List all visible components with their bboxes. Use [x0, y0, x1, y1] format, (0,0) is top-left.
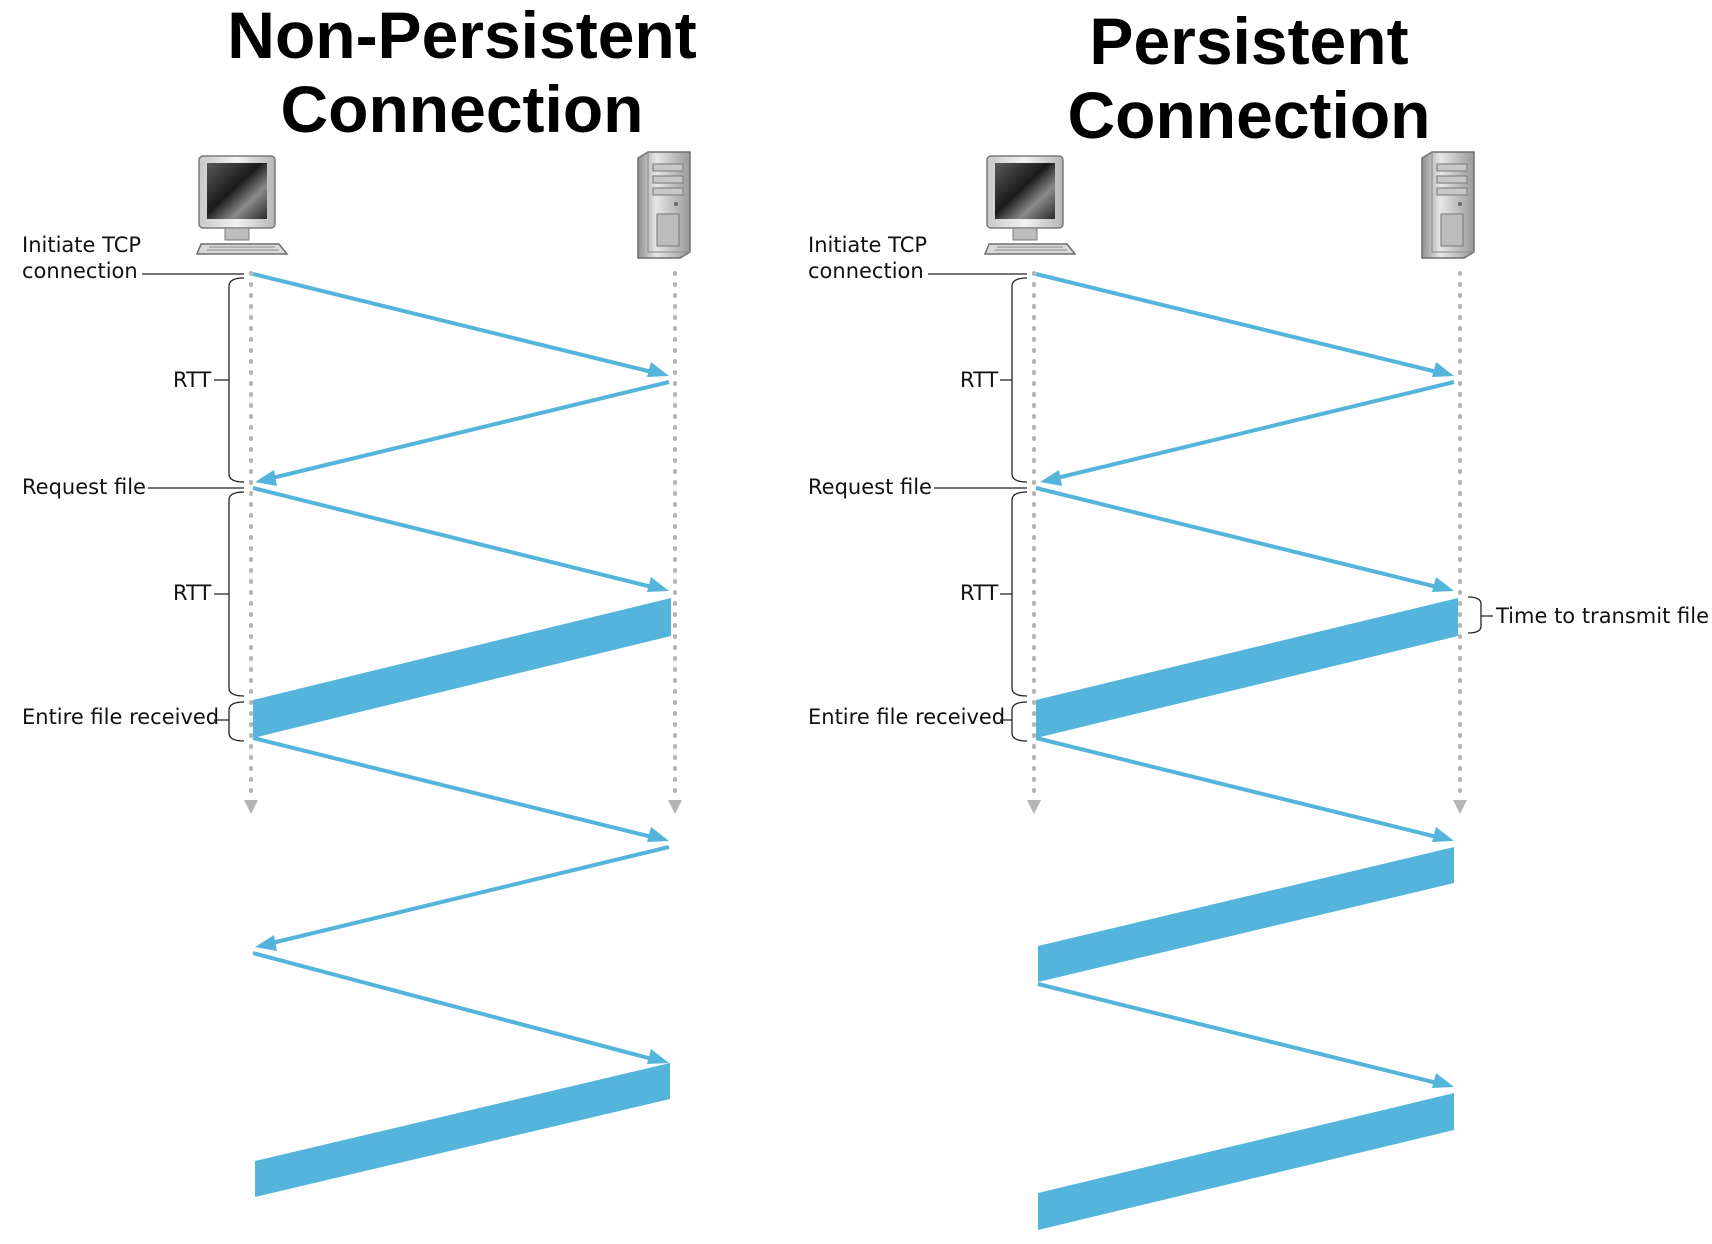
initiate-tcp-label-line2: connection	[808, 259, 924, 283]
syn-arrow	[252, 272, 653, 374]
rtt2-label: RTT	[173, 581, 212, 605]
file-transfer-band	[253, 598, 671, 738]
server-timeline-arrowhead	[1453, 800, 1467, 814]
rtt2-brace	[1000, 491, 1028, 697]
third-request-arrowhead	[1432, 1073, 1454, 1088]
next-file-transfer-band	[255, 1063, 670, 1197]
transmit-brace	[1467, 596, 1493, 634]
request-arrow	[1035, 486, 1438, 589]
rtt1-brace	[214, 277, 245, 483]
syn-arrow	[1035, 272, 1438, 374]
next-file-transfer-band	[1038, 847, 1454, 982]
request-file-label: Request file	[808, 475, 932, 499]
request-file-label: Request file	[22, 475, 146, 499]
rtt1-label: RTT	[173, 368, 212, 392]
client-timeline-arrowhead	[1027, 800, 1041, 814]
syn-arrowhead	[1432, 362, 1454, 377]
syn-arrowhead	[647, 362, 669, 377]
next-syn-arrow	[252, 736, 653, 839]
persistent-panel: Persistent Connection Initiate TCP conne	[808, 4, 1709, 1230]
initiate-tcp-label-line1: Initiate TCP	[808, 233, 927, 257]
server-tower-icon	[1421, 151, 1475, 259]
synack-arrow	[271, 380, 670, 480]
non-persistent-panel: Non-Persistent Connection Initiate TCP c	[22, 0, 697, 1197]
synack-arrowhead	[1040, 470, 1062, 486]
client-timeline-arrowhead	[244, 800, 258, 814]
next-synack-arrow	[271, 845, 670, 945]
entire-file-received-label: Entire file received	[808, 705, 1005, 729]
panel-title-line1: Persistent	[1089, 4, 1408, 78]
received-brace	[1000, 701, 1028, 742]
panel-title-line1: Non-Persistent	[227, 0, 696, 72]
rtt1-label: RTT	[960, 368, 999, 392]
third-request-arrow	[1037, 982, 1438, 1085]
initiate-tcp-label-line2: connection	[22, 259, 138, 283]
next-request-arrow	[1035, 736, 1438, 839]
request-arrow	[252, 486, 653, 589]
client-computer-icon	[195, 155, 289, 255]
rtt2-brace	[214, 491, 245, 697]
next-request-arrow	[252, 951, 653, 1061]
received-brace	[214, 701, 245, 742]
panel-title-line2: Connection	[1068, 78, 1431, 152]
next-request-arrowhead	[1432, 827, 1454, 842]
next-request-arrowhead	[647, 1049, 669, 1064]
server-tower-icon	[637, 151, 691, 259]
next-syn-arrowhead	[647, 827, 669, 842]
request-arrowhead	[1432, 577, 1454, 592]
rtt1-brace	[1000, 277, 1028, 483]
next-synack-arrowhead	[255, 935, 277, 951]
file-transfer-band	[1036, 598, 1458, 738]
client-computer-icon	[983, 155, 1077, 255]
panel-title-line2: Connection	[281, 72, 644, 146]
entire-file-received-label: Entire file received	[22, 705, 219, 729]
initiate-tcp-label-line1: Initiate TCP	[22, 233, 141, 257]
server-timeline-arrowhead	[668, 800, 682, 814]
third-file-transfer-band	[1038, 1093, 1454, 1230]
synack-arrowhead	[255, 470, 277, 486]
rtt2-label: RTT	[960, 581, 999, 605]
time-to-transmit-label: Time to transmit file	[1495, 604, 1709, 628]
request-arrowhead	[647, 577, 669, 592]
synack-arrow	[1056, 380, 1455, 480]
